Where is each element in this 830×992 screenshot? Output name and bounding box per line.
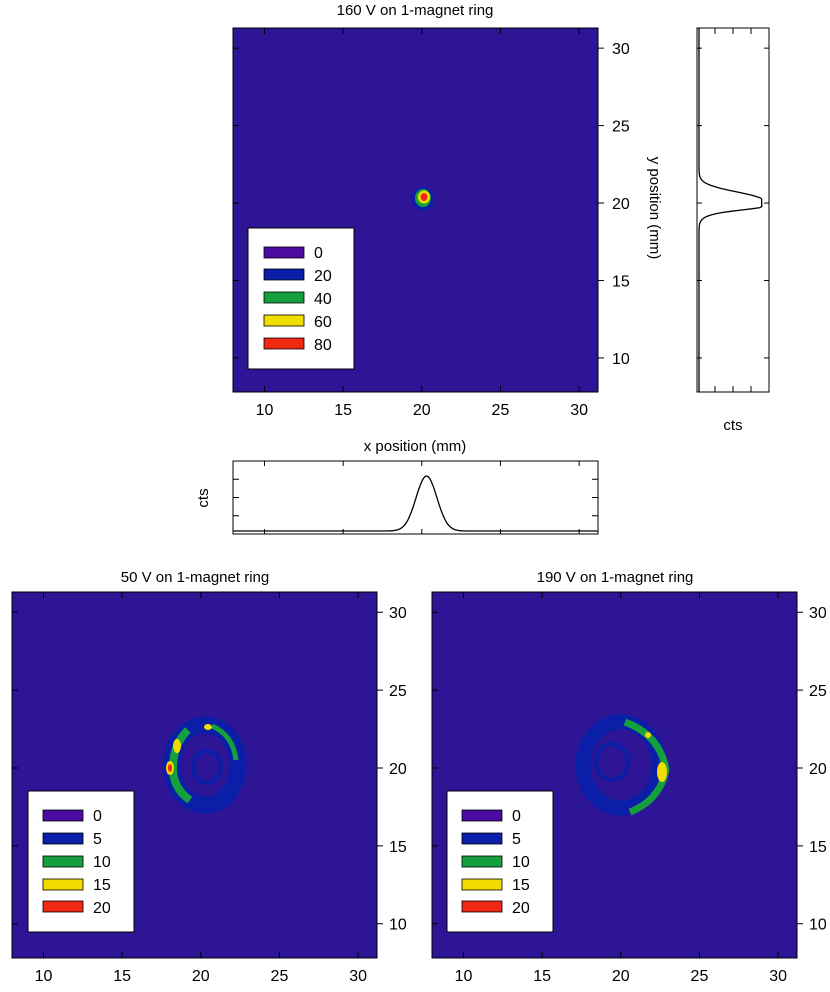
bl-x-tick-label: 25 — [271, 968, 289, 985]
legend-swatch-1 — [263, 268, 305, 281]
legend-label-3: 15 — [512, 877, 530, 894]
br-y-tick-label: 10 — [809, 917, 827, 934]
top-x-tick-label: 10 — [256, 402, 274, 419]
bl-x-tick-label: 10 — [35, 968, 53, 985]
br-ring-feature — [575, 714, 670, 816]
bl-y-tick-label: 30 — [389, 605, 407, 622]
top-y-tick-label: 25 — [612, 119, 630, 136]
legend-label-2: 40 — [314, 291, 332, 308]
legend-swatch-4 — [461, 900, 503, 913]
top-y-tick-label: 30 — [612, 41, 630, 58]
ring-level-15 — [173, 739, 181, 753]
top-y-tick-label: 10 — [612, 351, 630, 368]
legend-label-2: 10 — [512, 854, 530, 871]
x-projection-panel: cts — [195, 460, 599, 535]
top-y-tick-label: 20 — [612, 196, 630, 213]
legend-label-1: 20 — [314, 268, 332, 285]
legend-label-4: 80 — [314, 337, 332, 354]
legend-label-2: 10 — [93, 854, 111, 871]
legend-swatch-0 — [42, 809, 84, 822]
bl-colour-legend: 0 5 10 15 20 — [27, 790, 135, 933]
bottom-right-heatmap-panel: 190 V on 1-magnet ring 10 15 20 25 30 10 15 20 2… — [431, 569, 827, 985]
legend-swatch-4 — [263, 337, 305, 350]
ring-level-15c — [204, 724, 212, 730]
bl-y-tick-label: 20 — [389, 761, 407, 778]
top-x-tick-label: 25 — [492, 402, 510, 419]
top-chart-title: 160 V on 1-magnet ring — [337, 2, 494, 19]
bl-y-tick-label: 25 — [389, 683, 407, 700]
y-projection-panel: cts — [696, 27, 770, 434]
top-x-tick-label: 30 — [570, 402, 588, 419]
br-chart-title: 190 V on 1-magnet ring — [537, 569, 694, 586]
top-x-tick-label: 20 — [413, 402, 431, 419]
ring-level-10-right — [210, 723, 239, 761]
top-colour-legend: 0 20 40 60 80 — [247, 227, 355, 370]
br-x-tick-label: 30 — [769, 968, 787, 985]
x-projection-curve — [233, 475, 598, 532]
top-intensity-spot — [412, 187, 434, 211]
br-y-tick-label: 30 — [809, 605, 827, 622]
spot-level-80 — [420, 193, 428, 201]
legend-label-4: 20 — [512, 900, 530, 917]
ring-level-15b — [645, 732, 651, 738]
bl-chart-title: 50 V on 1-magnet ring — [121, 569, 269, 586]
legend-label-0: 0 — [314, 245, 323, 262]
br-x-tick-label: 15 — [533, 968, 551, 985]
y-projection-axis-label: cts — [723, 417, 742, 434]
br-y-tick-label: 15 — [809, 839, 827, 856]
ring-inner-detail — [191, 749, 223, 785]
legend-swatch-2 — [263, 291, 305, 304]
legend-swatch-3 — [461, 878, 503, 891]
legend-label-3: 15 — [93, 877, 111, 894]
br-y-tick-label: 25 — [809, 683, 827, 700]
br-colour-legend: 0 5 10 15 20 — [446, 790, 554, 933]
top-y-axis-label: y position (mm) — [646, 157, 663, 260]
x-projection-axis-label: cts — [195, 488, 212, 507]
bl-ring-feature — [163, 716, 247, 814]
legend-swatch-2 — [461, 855, 503, 868]
ring-level-15 — [657, 762, 667, 782]
legend-label-1: 5 — [93, 831, 102, 848]
top-heatmap-panel: 160 V on 1-magnet ring 10 15 20 25 30 10 15 20 2… — [232, 2, 663, 455]
bl-x-tick-label: 20 — [192, 968, 210, 985]
legend-swatch-0 — [263, 246, 305, 259]
br-y-tick-label: 20 — [809, 761, 827, 778]
legend-label-3: 60 — [314, 314, 332, 331]
top-x-tick-label: 15 — [334, 402, 352, 419]
ring-level-20 — [168, 764, 172, 772]
br-x-tick-label: 10 — [455, 968, 473, 985]
y-projection-frame — [696, 27, 770, 393]
legend-label-1: 5 — [512, 831, 521, 848]
legend-label-0: 0 — [93, 808, 102, 825]
bl-x-tick-label: 30 — [349, 968, 367, 985]
legend-swatch-3 — [263, 314, 305, 327]
br-x-tick-label: 25 — [691, 968, 709, 985]
y-projection-curve — [698, 28, 763, 392]
top-y-tick-label: 15 — [612, 273, 630, 290]
legend-swatch-4 — [42, 900, 84, 913]
legend-swatch-1 — [42, 832, 84, 845]
top-x-axis-label: x position (mm) — [364, 438, 467, 455]
legend-swatch-1 — [461, 832, 503, 845]
br-x-tick-label: 20 — [612, 968, 630, 985]
legend-swatch-0 — [461, 809, 503, 822]
legend-label-0: 0 — [512, 808, 521, 825]
ring-inner-detail — [594, 742, 630, 782]
bl-x-tick-label: 15 — [113, 968, 131, 985]
legend-swatch-2 — [42, 855, 84, 868]
bottom-left-heatmap-panel: 50 V on 1-magnet ring 10 15 20 25 30 10 15 20 25… — [11, 569, 407, 985]
legend-swatch-3 — [42, 878, 84, 891]
legend-label-4: 20 — [93, 900, 111, 917]
bl-y-tick-label: 15 — [389, 839, 407, 856]
bl-y-tick-label: 10 — [389, 917, 407, 934]
